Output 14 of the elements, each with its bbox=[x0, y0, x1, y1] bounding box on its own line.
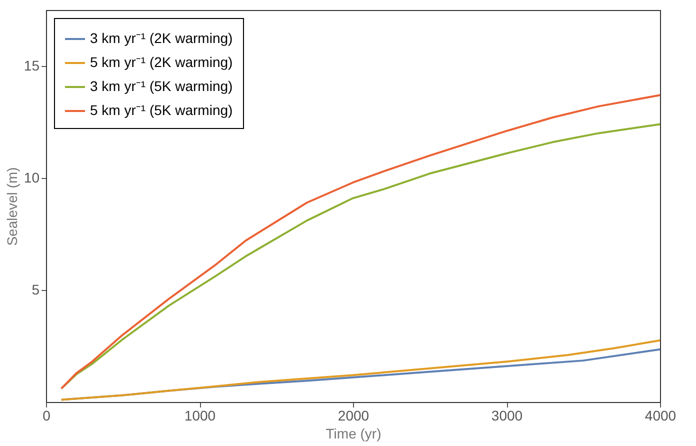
y-tick-label: 15 bbox=[24, 58, 40, 74]
y-axis-title: Sealevel (m) bbox=[4, 167, 20, 246]
x-axis-title: Time (yr) bbox=[326, 426, 382, 442]
x-tick-label: 3000 bbox=[491, 408, 523, 424]
x-tick-label: 0 bbox=[42, 408, 51, 424]
x-tick-label: 4000 bbox=[644, 408, 676, 424]
legend-label: 3 km yr⁻¹ (2K warming) bbox=[90, 30, 233, 46]
y-tick-label: 5 bbox=[32, 282, 40, 298]
x-tick-label: 1000 bbox=[184, 408, 216, 424]
legend-label: 3 km yr⁻¹ (5K warming) bbox=[90, 78, 233, 94]
legend-label: 5 km yr⁻¹ (5K warming) bbox=[90, 102, 233, 118]
y-tick-label: 10 bbox=[24, 170, 40, 186]
legend-label: 5 km yr⁻¹ (2K warming) bbox=[90, 54, 233, 70]
x-tick-label: 2000 bbox=[338, 408, 370, 424]
